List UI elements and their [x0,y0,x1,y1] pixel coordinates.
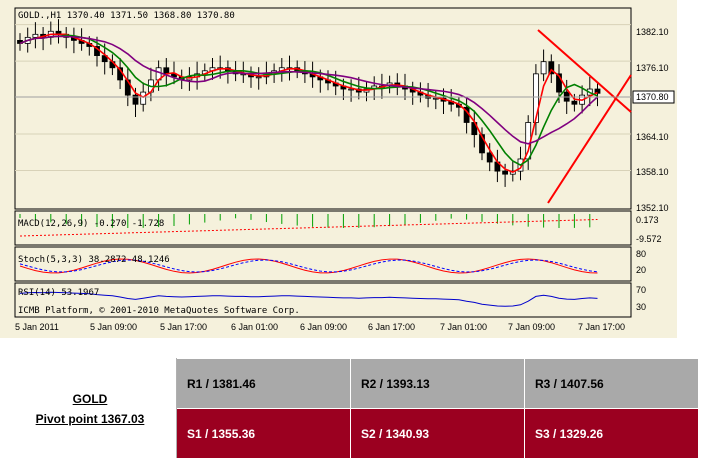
moving-average-line [19,35,599,145]
r2-cell: R2 / 1393.13 [350,358,525,409]
stoch-pane [14,246,632,282]
rsi-tick: 70 [636,285,646,295]
pivot-point-label: Pivot point 1367.03 [35,411,145,426]
time-tick: 6 Jan 01:00 [231,322,278,332]
candle-body [533,73,539,123]
price-tick: 1358.10 [636,167,669,177]
candle-body [432,97,439,100]
candle-body [556,73,562,93]
rsi-pane [14,282,632,318]
pivot-symbol-cell: GOLD Pivot point 1367.03 [3,358,177,459]
moving-averages [19,33,599,174]
chart-canvas[interactable]: 1370.80 GOLD.,H1 1370.40 1371.50 1368.80… [0,0,677,338]
stoch-tick: 80 [636,249,646,259]
r1-cell: R1 / 1381.46 [176,358,351,409]
macd-tick: -9.572 [636,234,662,244]
time-tick: 7 Jan 09:00 [508,322,555,332]
price-pane [14,7,632,210]
time-tick: 6 Jan 17:00 [368,322,415,332]
time-tick: 5 Jan 2011 [15,322,59,332]
candle-body [132,94,139,105]
macd-signal-line [19,219,598,237]
time-tick: 5 Jan 09:00 [90,322,137,332]
chart-header: GOLD.,H1 1370.40 1371.50 1368.80 1370.80 [18,11,235,21]
candle-body [486,152,493,163]
pivot-table: GOLD Pivot point 1367.03 R1 / 1381.46 R2… [3,358,699,459]
candle-body [548,61,555,75]
rsi-label: RSI(14) 53.1967 [18,288,99,298]
price-tick: 1364.10 [636,132,669,142]
current-price-label: 1370.80 [636,92,669,102]
current-price-box [632,90,675,104]
rsi-tick: 30 [636,302,646,312]
s2-cell: S2 / 1340.93 [350,408,525,459]
time-tick: 6 Jan 09:00 [300,322,347,332]
price-chart[interactable]: 1370.80 GOLD.,H1 1370.40 1371.50 1368.80… [0,0,677,338]
candle-body [502,170,509,175]
time-tick: 7 Jan 01:00 [440,322,487,332]
s3-cell: S3 / 1329.26 [524,408,699,459]
stoch-label: Stoch(5,3,3) 38.2872 48.1246 [18,255,170,265]
candle-body [540,61,547,75]
macd-tick: 0.173 [636,215,659,225]
candle-body [255,76,262,79]
trendlines [537,29,632,204]
macd-label: MACD(12,26,9) -0.270 -1.728 [18,219,164,229]
time-tick: 5 Jan 17:00 [160,322,207,332]
candle-body [140,91,147,105]
watermark: ICMB Platform, © 2001-2010 MetaQuotes So… [18,306,300,316]
stochastic-lines [19,258,598,274]
macd-histogram [19,214,598,237]
time-tick: 7 Jan 17:00 [578,322,625,332]
rsi-line [19,291,598,307]
support-trendline [547,74,632,204]
candle-body [571,100,578,105]
stoch-tick: 20 [636,265,646,275]
candle-body [479,134,485,154]
price-tick: 1382.10 [636,27,669,37]
stoch-signal-line [19,259,598,273]
symbol-label: GOLD [72,391,108,406]
s1-cell: S1 / 1355.36 [176,408,351,459]
price-tick: 1352.10 [636,203,669,213]
price-tick: 1376.10 [636,63,669,73]
rsi-line [19,291,598,307]
candle-body [32,33,39,38]
r3-cell: R3 / 1407.56 [524,358,699,409]
candle-body [348,88,355,91]
stoch-main-line [19,258,598,274]
moving-average-line [19,34,598,166]
